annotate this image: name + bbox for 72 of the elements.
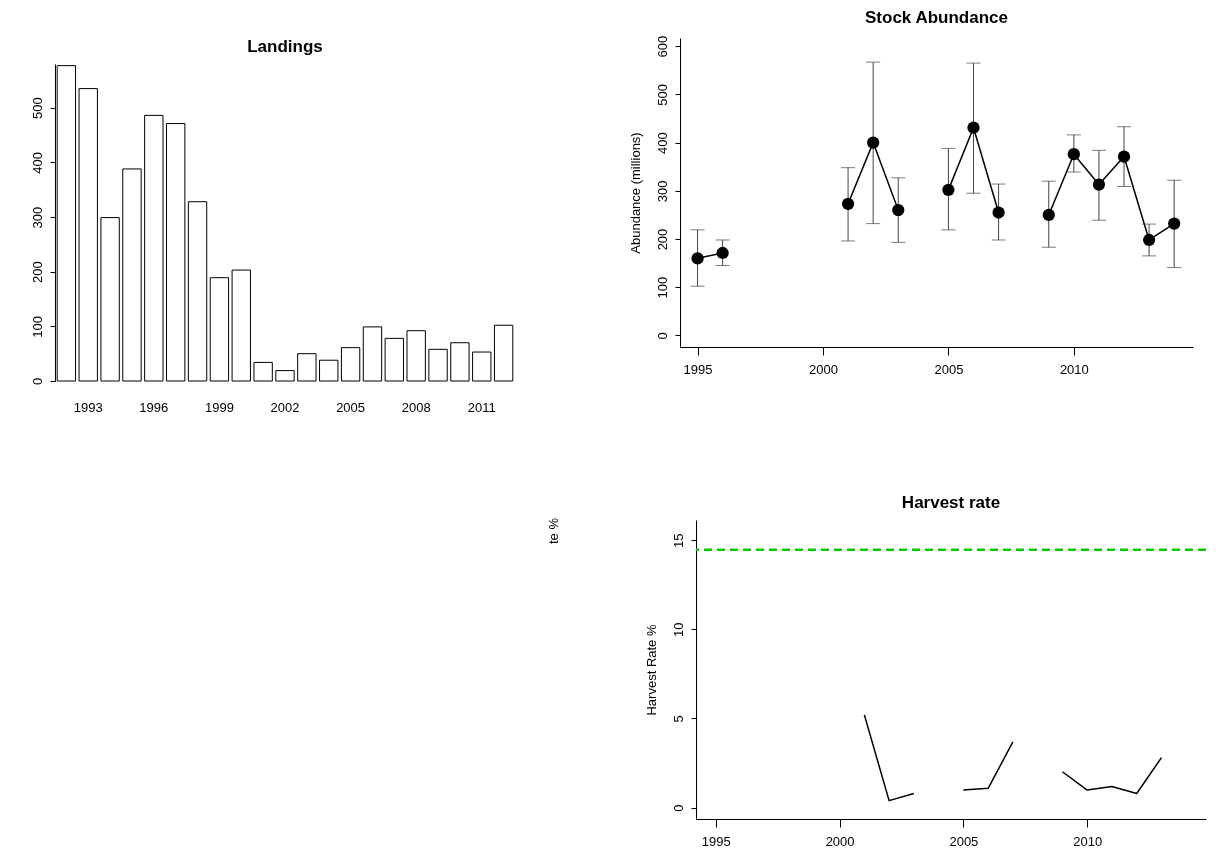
x-tick-label: 2000	[809, 361, 838, 377]
bar	[253, 361, 273, 382]
y-tick-label: 500	[654, 84, 670, 106]
y-tick-label: 100	[654, 276, 670, 299]
y-axis-title: Harvest Rate %	[643, 624, 659, 716]
point	[1042, 208, 1055, 222]
y-tick-label: 600	[654, 35, 670, 58]
x-tick-label: 2005	[949, 833, 979, 849]
bar	[187, 201, 208, 382]
bar	[362, 326, 383, 382]
point	[1142, 233, 1156, 247]
x-tick-label: 2011	[467, 399, 496, 415]
bar	[122, 168, 142, 382]
x-tick-label: 1995	[683, 361, 713, 377]
point	[691, 252, 704, 265]
x-tick-label: 2010	[1073, 833, 1103, 849]
bar	[493, 324, 514, 382]
bar	[319, 359, 339, 382]
bar	[231, 269, 251, 382]
x-tick-label: 2010	[1059, 361, 1089, 377]
y-tick-label: 200	[29, 261, 45, 284]
x-tick-label: 2002	[270, 399, 300, 415]
x-tick-label: 1993	[73, 399, 103, 415]
y-tick-label: 0	[670, 804, 686, 812]
x-tick-label: 2005	[934, 361, 964, 377]
x-tick-label: 2000	[825, 833, 855, 849]
y-tick-label: 100	[29, 315, 45, 338]
point	[942, 183, 955, 196]
point	[1117, 150, 1131, 163]
x-tick-label: 1996	[139, 399, 169, 415]
bar	[166, 123, 186, 382]
y-tick-label: 200	[654, 228, 670, 251]
point	[1092, 178, 1106, 191]
bar	[100, 217, 120, 382]
bar	[384, 337, 404, 382]
bar	[144, 114, 164, 382]
point	[841, 197, 855, 210]
bar	[428, 348, 448, 382]
y-tick-label: 500	[29, 97, 45, 120]
point	[1067, 148, 1080, 161]
x-tick-label: 1995	[701, 833, 731, 849]
y-tick-label: 0	[29, 377, 45, 386]
chart-title: Landings	[247, 37, 323, 56]
chart-title: Stock Abundance	[865, 8, 1008, 28]
chart-title: Harvest rate	[901, 493, 1001, 512]
bar	[209, 277, 230, 382]
y-tick-label: 0	[654, 332, 670, 340]
bar	[275, 370, 295, 382]
bar	[340, 347, 361, 382]
bar	[297, 353, 317, 382]
point	[867, 136, 880, 149]
x-tick-label: 2005	[336, 399, 366, 415]
point	[892, 203, 905, 217]
y-tick-label: 300	[654, 180, 670, 203]
point	[716, 246, 729, 260]
bar	[450, 342, 470, 382]
x-tick-label: 2008	[401, 399, 431, 415]
y-tick-label: 300	[29, 206, 45, 229]
bar	[406, 330, 426, 382]
point	[992, 206, 1005, 219]
y-axis-title: Abundance (millions)	[627, 132, 643, 254]
y-tick-label: 400	[29, 152, 45, 174]
bar	[472, 351, 492, 382]
text: te %	[546, 517, 561, 544]
y-tick-label: 400	[654, 132, 670, 154]
y-tick-label: 10	[670, 622, 686, 638]
bar	[78, 88, 98, 382]
x-tick-label: 1999	[204, 399, 234, 415]
y-tick-label: 15	[670, 533, 686, 548]
point	[967, 121, 980, 134]
y-tick-label: 5	[670, 715, 686, 723]
point	[1168, 217, 1181, 230]
